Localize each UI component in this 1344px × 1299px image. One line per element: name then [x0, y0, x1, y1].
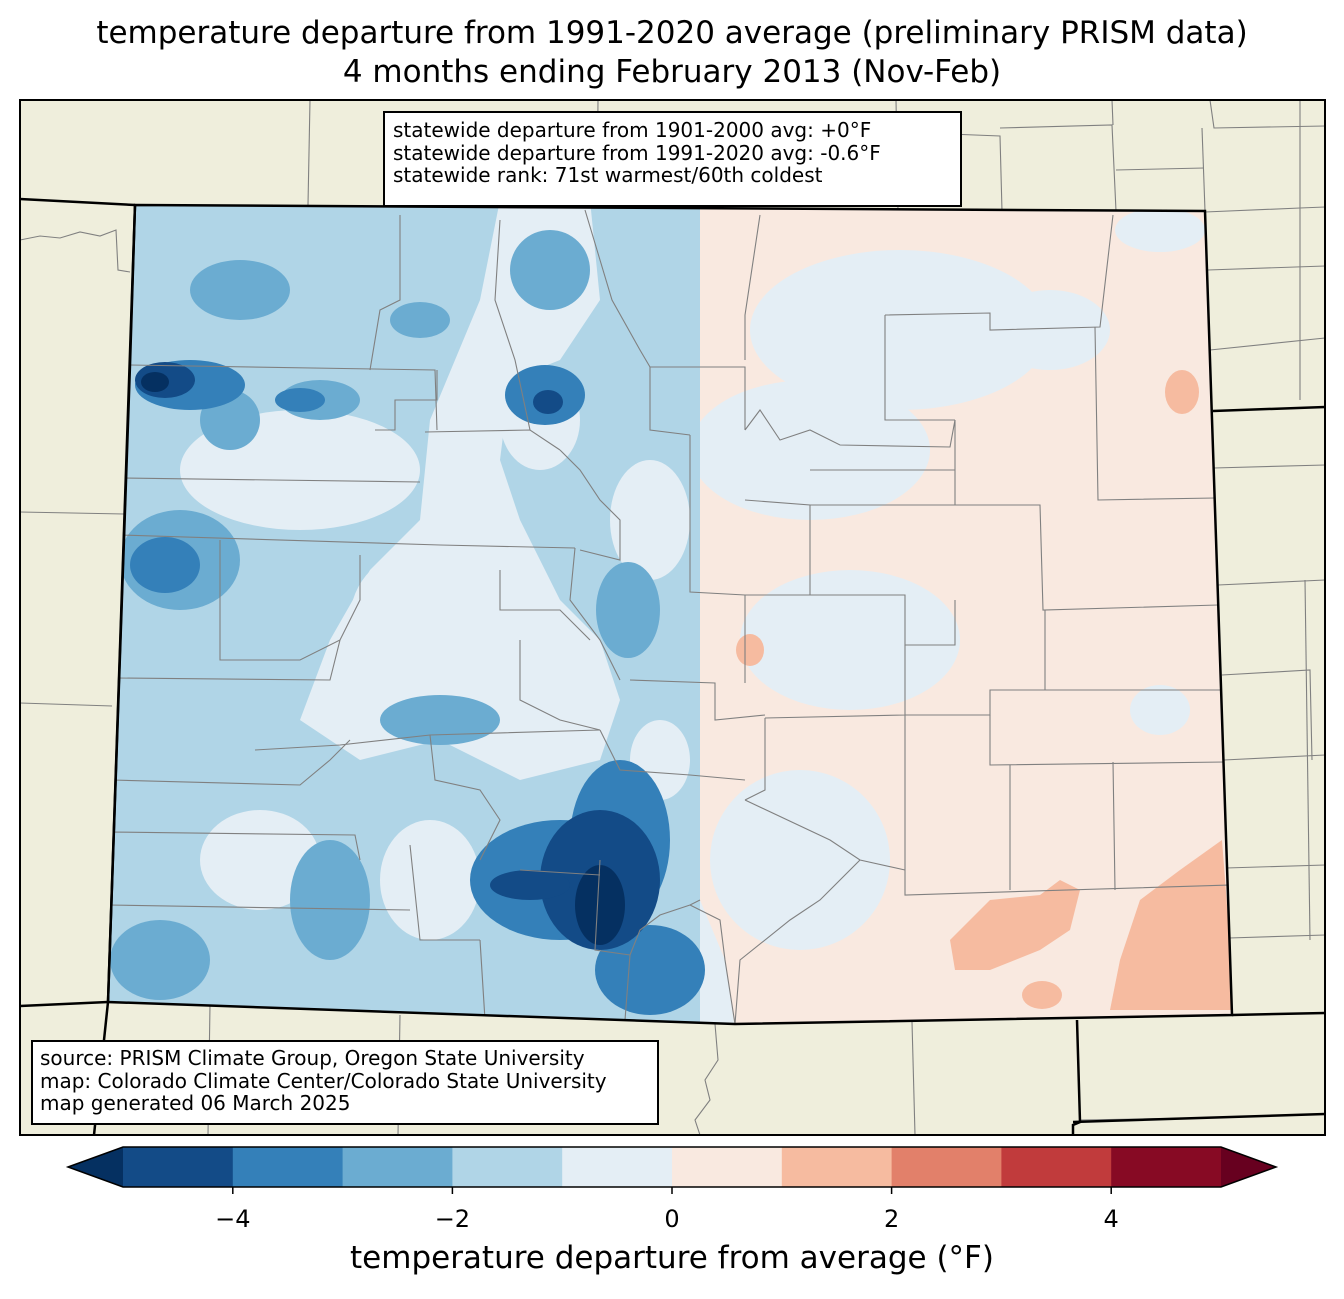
map-border	[19, 99, 1326, 1136]
map-title: temperature departure from 1991-2020 ave…	[96, 15, 1248, 51]
colorbar-label: temperature departure from average (°F)	[350, 1240, 994, 1276]
colorbar-bin-8	[1001, 1147, 1112, 1187]
colorbar-under-arrow	[68, 1147, 123, 1187]
temperature-departure-field	[108, 205, 1232, 1024]
map-subtitle: 4 months ending February 2013 (Nov-Feb)	[342, 54, 1002, 90]
stats-line-rank: statewide rank: 71st warmest/60th coldes…	[393, 163, 823, 187]
colorbar-bin-7	[891, 1147, 1002, 1187]
colorbar-tick-label: 2	[883, 1205, 900, 1233]
colorbar-tick-label: 0	[664, 1205, 680, 1233]
colorbar-bin-4	[562, 1147, 673, 1187]
stats-line-1991-2020: statewide departure from 1991-2020 avg: …	[393, 140, 881, 165]
colorbar-bin-5	[672, 1147, 783, 1187]
state-borders	[20, 197, 1325, 1135]
colorbar-bin-3	[452, 1147, 563, 1187]
colorbar-outline	[65, 1146, 1279, 1188]
colorbar-tick-label: −4	[215, 1205, 251, 1233]
credits-source: source: PRISM Climate Group, Oregon Stat…	[40, 1046, 585, 1070]
stats-line-1901-2000: statewide departure from 1901-2000 avg: …	[393, 118, 872, 142]
colorbar	[65, 1146, 1279, 1194]
colorbar-bin-9	[1111, 1147, 1222, 1187]
colorbar-over-arrow	[1221, 1147, 1276, 1187]
credits-box: source: PRISM Climate Group, Oregon Stat…	[31, 1040, 659, 1125]
credits-map: map: Colorado Climate Center/Colorado St…	[40, 1068, 607, 1093]
statewide-stats-box: statewide departure from 1901-2000 avg: …	[383, 111, 962, 207]
colorbar-tick-label: 4	[1103, 1205, 1119, 1233]
colorbar-bin-1	[232, 1147, 344, 1187]
colorbar-bin-2	[342, 1147, 453, 1187]
colorbar-tick-label: −2	[434, 1205, 471, 1233]
credits-generated: map generated 06 March 2025	[40, 1091, 351, 1115]
colorado-county-lines	[108, 209, 1231, 1024]
colorbar-bin-6	[781, 1147, 893, 1187]
colorbar-bin-0	[123, 1147, 234, 1187]
